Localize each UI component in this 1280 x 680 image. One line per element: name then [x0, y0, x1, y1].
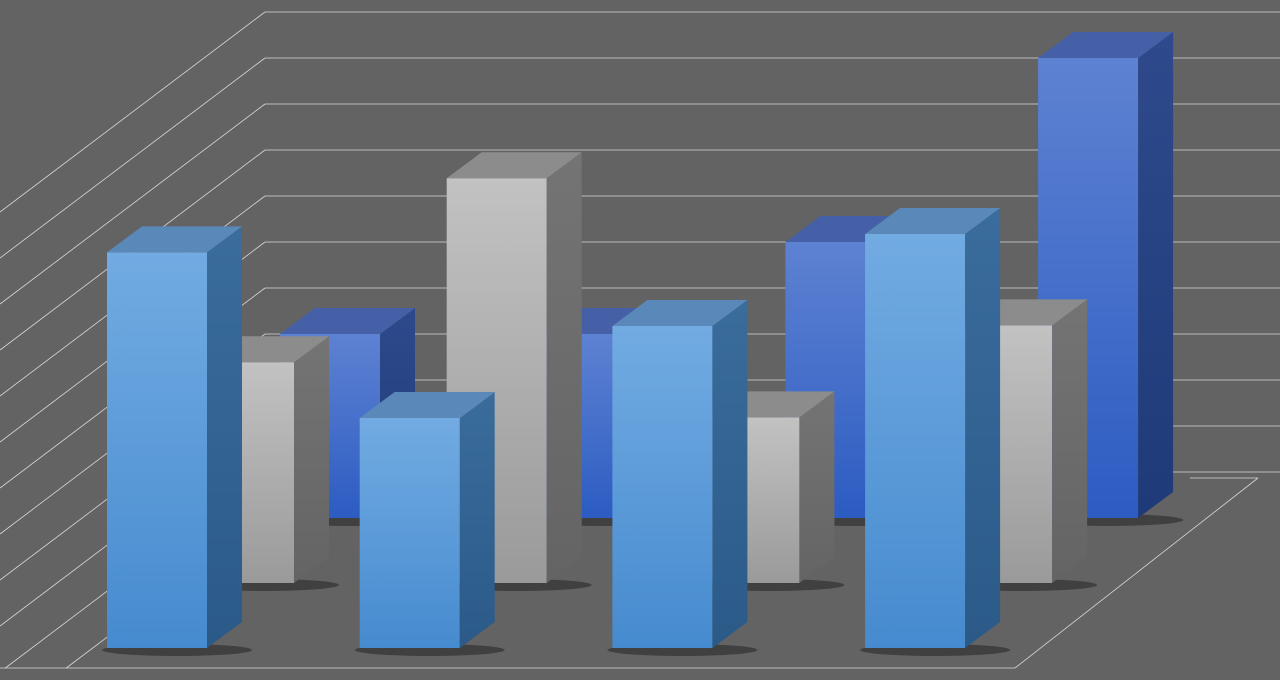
bar-top-face — [612, 300, 748, 326]
bar-side-face — [799, 391, 835, 583]
bar-front-face — [612, 326, 713, 648]
bar-top-face — [359, 392, 495, 418]
bar-side-face — [1052, 299, 1088, 583]
bar-side-face — [1138, 32, 1174, 518]
bar-side-face — [207, 226, 242, 648]
bar-front-face — [865, 234, 966, 648]
bar-top-face — [1038, 32, 1174, 58]
bar-side-face — [546, 152, 582, 583]
bar-top-face — [107, 226, 242, 253]
bars — [102, 32, 1184, 656]
bar-top-face — [446, 152, 582, 179]
gridline-side — [0, 11, 266, 213]
bar-front-1 — [102, 226, 252, 656]
bar-top-face — [280, 308, 415, 334]
gridline-side — [0, 57, 266, 259]
bar-top-face — [865, 208, 1001, 234]
gridline-side — [0, 103, 266, 305]
bar-side-face — [459, 392, 495, 648]
bar-front-2 — [354, 392, 505, 656]
bar-side-face — [965, 208, 1001, 648]
bar-side-face — [294, 336, 329, 583]
bar-side-face — [712, 300, 748, 648]
floor-right-edge — [1014, 477, 1259, 669]
bar-front-face — [359, 418, 460, 648]
bar-front-3 — [607, 300, 758, 656]
bar-front-4 — [860, 208, 1011, 656]
bar-front-face — [107, 252, 207, 648]
